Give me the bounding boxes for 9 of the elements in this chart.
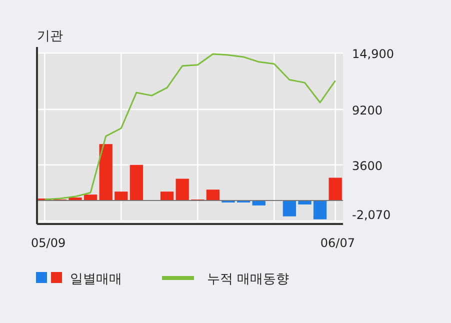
y-tick-label: -2,070 — [352, 208, 391, 222]
chart-title: 기관 — [37, 29, 63, 44]
legend-label: 일별매매 — [70, 272, 122, 287]
legend-label: 누적 매매동향 — [207, 272, 290, 287]
y-tick-label: 3600 — [352, 158, 383, 173]
x-tick-label: 06/07 — [320, 236, 355, 250]
x-tick-label: 05/09 — [31, 236, 66, 250]
y-tick-label: 9200 — [352, 103, 383, 118]
y-tick-label: 14,900 — [352, 47, 394, 61]
